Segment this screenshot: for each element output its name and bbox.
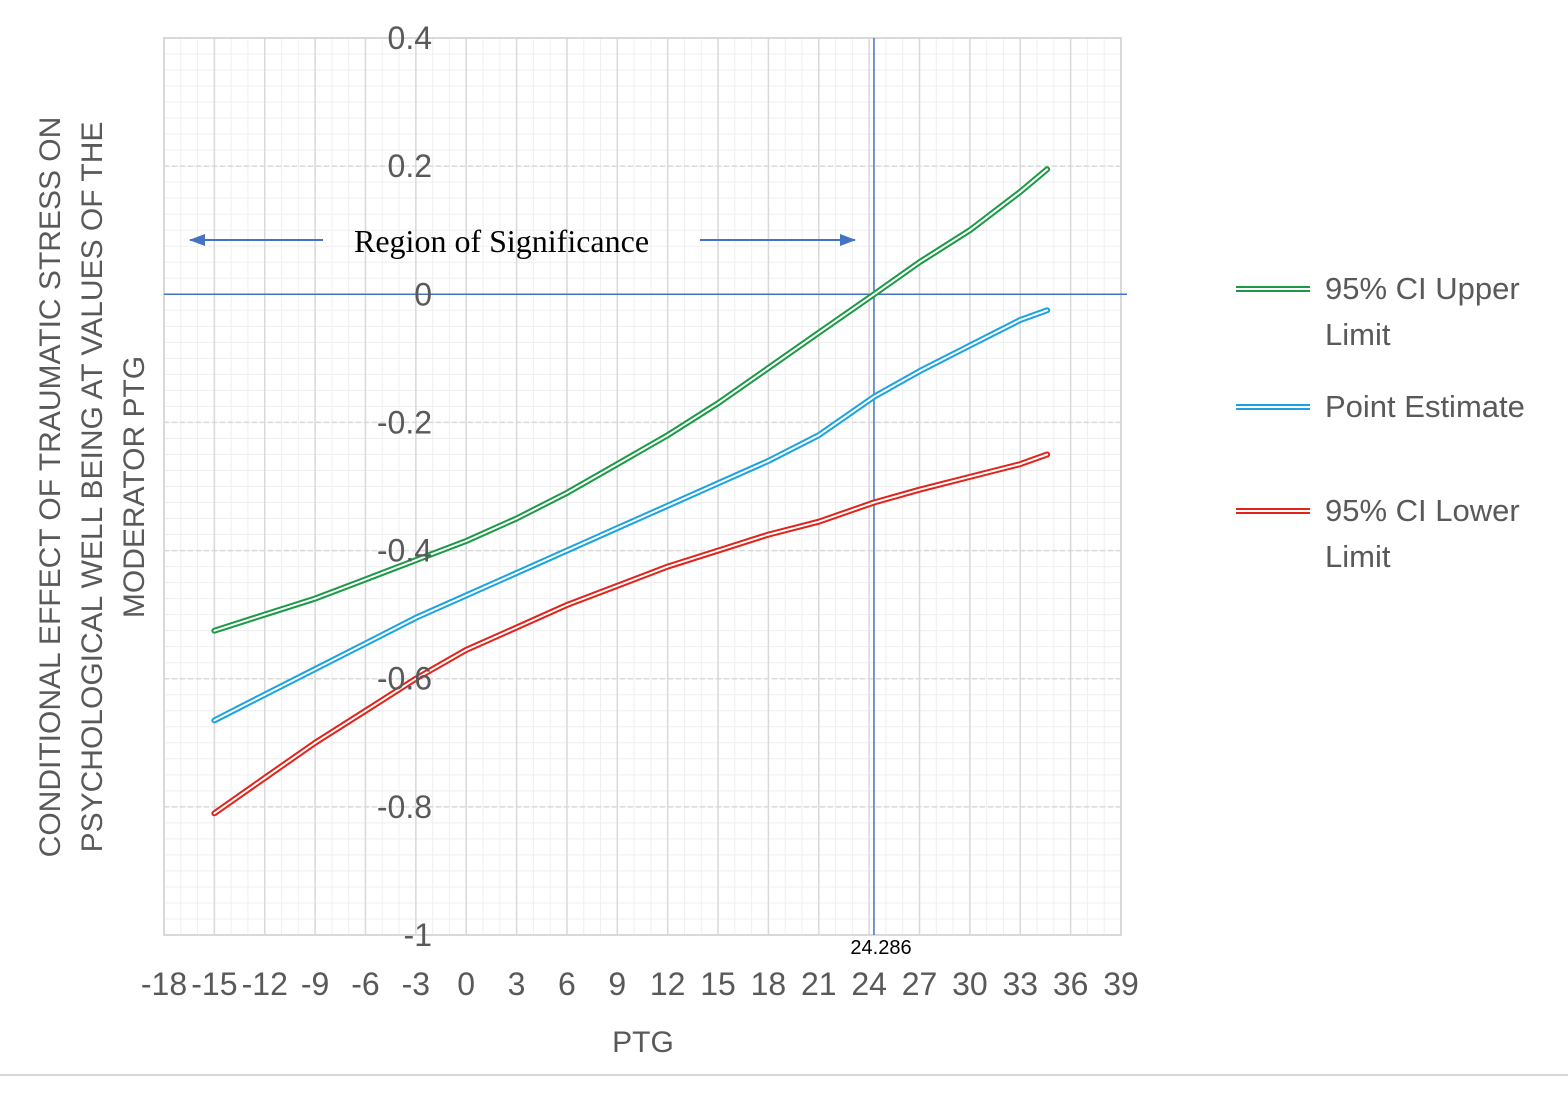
y-tick-label: -0.6 [377,661,432,697]
x-tick-label: -12 [242,966,288,1002]
reference-x-label: 24.286 [850,937,911,959]
x-tick-label: -9 [301,966,329,1002]
series-lines [211,166,1051,817]
reference-lines [164,38,1127,935]
x-axis-title: PTG [612,1026,674,1059]
series-line-outer [211,307,1051,724]
legend-label-lower: 95% CI Lower Limit [1325,493,1520,574]
region-of-significance-label: Region of Significance [354,223,649,259]
legend-label-point: Point Estimate [1325,389,1525,424]
x-tick-label: 30 [952,966,988,1002]
x-tick-label: -15 [191,966,237,1002]
y-axis-title: CONDITIONAL EFFECT OF TRAUMATIC STRESS O… [34,117,151,858]
y-tick-label: 0.2 [388,148,432,184]
x-tick-label: 21 [801,966,837,1002]
legend-item-lower: 95% CI Lower Limit [1236,488,1566,580]
y-tick-label: -1 [404,917,432,953]
x-tick-label: 39 [1103,966,1139,1002]
series-line-outer [211,451,1051,817]
legend-swatch-upper [1236,286,1310,292]
series-line-inner [213,453,1049,815]
y-tick-labels: 0.4 0.2 0 -0.2 -0.4 -0.6 -0.8 -1 [377,20,432,953]
series-95-ci-lower-limit [211,451,1051,817]
y-tick-label: 0.4 [388,20,432,56]
legend-swatch-lower [1236,508,1310,514]
x-tick-label: 33 [1002,966,1038,1002]
x-tick-label: -6 [351,966,379,1002]
x-tick-label: 15 [700,966,736,1002]
bottom-divider [0,1074,1568,1076]
x-tick-label: 12 [650,966,686,1002]
legend-label-upper: 95% CI Upper Limit [1325,271,1520,352]
y-tick-label: -0.8 [377,789,432,825]
x-tick-label: 9 [608,966,626,1002]
y-tick-label: 0 [414,276,432,312]
x-tick-label: 24 [851,966,887,1002]
y-tick-label: -0.2 [377,404,432,440]
plot-area-border [163,37,1122,936]
series-line-inner [213,168,1049,632]
x-tick-label: 0 [457,966,475,1002]
series-line-inner [213,309,1049,722]
y-axis-title-line-3: MODERATOR PTG [118,356,151,618]
legend: 95% CI Upper Limit Point Estimate 95% CI… [1236,266,1566,606]
legend-item-point: Point Estimate [1236,384,1566,430]
minor-gridlines [163,37,1122,936]
legend-swatch-point [1236,404,1310,410]
y-axis-title-line-1: CONDITIONAL EFFECT OF TRAUMATIC STRESS O… [34,117,67,858]
x-tick-label: 27 [902,966,938,1002]
major-gridlines [163,37,1122,936]
x-tick-label: 36 [1053,966,1089,1002]
x-tick-label: 6 [558,966,576,1002]
y-tick-label: -0.4 [377,533,432,569]
x-tick-label: 3 [508,966,526,1002]
legend-item-upper: 95% CI Upper Limit [1236,266,1566,358]
x-tick-label: -3 [402,966,430,1002]
x-tick-label: 18 [751,966,787,1002]
y-axis-title-line-2: PSYCHOLOGICAL WELL BEING AT VALUES OF TH… [76,122,109,853]
series-95-ci-upper-limit [211,166,1051,634]
x-tick-labels: -18 -15 -12 -9 -6 -3 0 3 6 9 12 15 18 21 24 27 30 33 36 39 [141,966,1139,1002]
x-tick-label: -18 [141,966,187,1002]
series-point-estimate [211,307,1051,724]
